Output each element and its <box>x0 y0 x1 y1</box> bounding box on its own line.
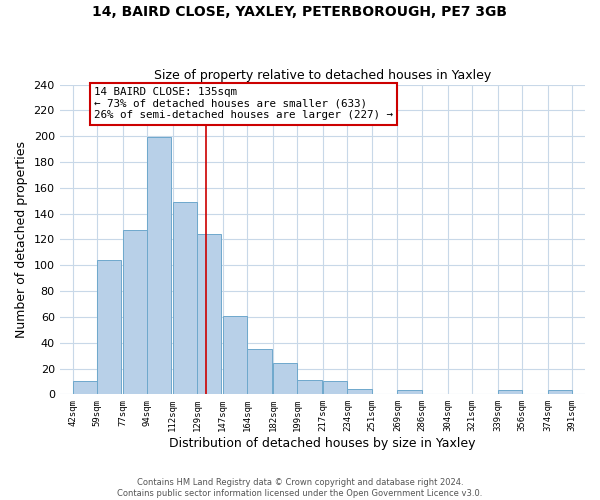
Y-axis label: Number of detached properties: Number of detached properties <box>15 141 28 338</box>
Bar <box>548 390 572 394</box>
Bar <box>273 364 297 394</box>
Bar <box>73 382 97 394</box>
Bar <box>147 138 172 394</box>
Text: 14, BAIRD CLOSE, YAXLEY, PETERBOROUGH, PE7 3GB: 14, BAIRD CLOSE, YAXLEY, PETERBOROUGH, P… <box>92 5 508 19</box>
Bar <box>497 390 522 394</box>
Bar <box>297 380 322 394</box>
Text: Contains HM Land Registry data © Crown copyright and database right 2024.
Contai: Contains HM Land Registry data © Crown c… <box>118 478 482 498</box>
Bar <box>97 260 121 394</box>
Text: 14 BAIRD CLOSE: 135sqm
← 73% of detached houses are smaller (633)
26% of semi-de: 14 BAIRD CLOSE: 135sqm ← 73% of detached… <box>94 87 393 120</box>
Bar <box>197 234 221 394</box>
Bar <box>397 390 422 394</box>
X-axis label: Distribution of detached houses by size in Yaxley: Distribution of detached houses by size … <box>169 437 476 450</box>
Bar <box>347 389 372 394</box>
Bar <box>323 382 347 394</box>
Bar <box>247 349 272 395</box>
Bar <box>173 202 197 394</box>
Bar <box>122 230 147 394</box>
Bar <box>223 316 247 394</box>
Title: Size of property relative to detached houses in Yaxley: Size of property relative to detached ho… <box>154 69 491 82</box>
